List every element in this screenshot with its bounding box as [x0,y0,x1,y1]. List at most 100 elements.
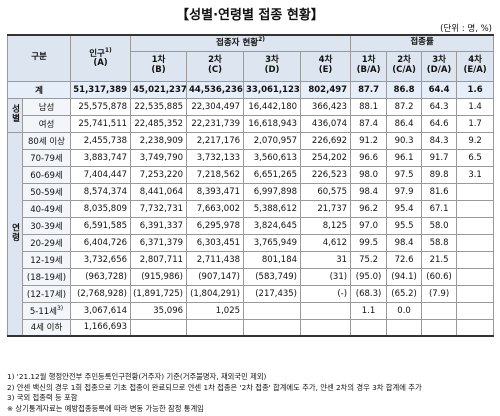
cell: 91.2 [350,131,388,150]
cell: 3.1 [456,165,495,184]
cell: 35,096 [130,301,188,320]
row: 성별 남성 25,575,878 22,535,885 22,304,497 16,442… [7,97,495,133]
cell: (68.3) [350,284,388,303]
cell [350,318,388,337]
cell: 3,883,747 [70,148,132,167]
cell: 1,025 [186,301,245,320]
row-label: 40-49세 [21,199,72,218]
cell: 3,732,656 [70,250,132,269]
footnote: 1) '21.12월 행정안전부 주민등록인구현황(거주자) 기준(거주불명자,… [7,372,267,381]
row: 여성 25,741,511 22,485,352 22,231,739 16,618,9… [8,114,495,133]
cell: (915,986) [130,267,188,286]
row-label: 4세 이하 [21,318,72,337]
cell: 7,218,562 [186,165,245,184]
row-label: 30-39세 [21,216,72,235]
note-mark: 2) [258,36,266,44]
cell: 6,651,265 [243,165,302,184]
label-text: 20-29세 [30,238,63,249]
group-text: 연령 [10,222,20,242]
cell [456,182,495,201]
header-text: 인구 [89,48,105,59]
cell: 8,574,374 [70,182,132,201]
cell: 6,391,337 [130,216,188,235]
cell: 22,304,497 [186,97,245,116]
cell: 22,231,739 [186,114,245,133]
cell: 96.1 [386,148,423,167]
cell: 95.5 [386,216,423,235]
cell [456,284,495,303]
cell: (2,768,928) [70,284,132,303]
header-cell: 인구1) (A) [70,34,132,82]
header-cell: 3차 (D) [243,50,302,82]
row: 12-19세 3,732,656 2,807,711 2,711,438 801,184… [8,250,495,269]
cell: 25,741,511 [70,114,132,133]
row: (18-19세) (963,728) (915,986) (907,147) (583,… [8,267,495,286]
cell [456,199,495,218]
cell: 22,485,352 [130,114,188,133]
row: 5-11세3) 3,067,614 35,096 1,025 1.1 0.0 [8,301,495,320]
header-cell: 구분 [6,34,72,82]
header-text: 접종자 현황 [216,38,259,49]
cell: 88.1 [350,97,388,116]
cell: 6,404,726 [70,233,132,252]
cell [421,301,458,320]
cell: 96.2 [350,199,388,218]
footnote: 2) 얀센 백신의 경우 1회 접종으로 기초 접종이 완료되므로 얀센 1차 … [7,382,422,392]
cell: 64.6 [421,114,458,133]
label-text: 40-49세 [30,204,63,215]
cell: (1,891,725) [130,284,188,303]
cell: 3,732,133 [186,148,245,167]
cell: 2,070,957 [243,131,302,150]
cell: 9.2 [456,131,495,150]
label-text: 5-11세 [29,306,57,317]
cell: 97.9 [386,182,423,201]
cell [243,301,302,320]
cell: 6,591,585 [70,216,132,235]
cell: 4,612 [300,233,352,252]
cell [456,250,495,269]
header-cell: 4차 (E/A) [456,50,495,82]
cell: 1.1 [350,301,388,320]
cell: (31) [300,267,352,286]
cell: 97.0 [350,216,388,235]
cell: 7,404,447 [70,165,132,184]
cell: 99.5 [350,233,388,252]
cell: 58.0 [421,216,458,235]
cell: 6,295,978 [186,216,245,235]
header-text: 2차 (C) [208,55,223,75]
cell [186,318,245,337]
cell: 2,217,176 [186,131,245,150]
row: 40-49세 8,035,809 7,732,731 7,663,002 5,388,6… [8,199,495,218]
cell: 98.4 [386,233,423,252]
cell: 1.4 [456,97,495,116]
label-text: 12-19세 [30,255,63,266]
cell: 1,166,693 [70,318,132,337]
header-cell: 4차 (E) [300,50,352,82]
row-label: 12-19세 [21,250,72,269]
header-cell: 2차 (C) [186,50,245,82]
cell: (217,435) [243,284,302,303]
cell: 7,663,002 [186,199,245,218]
row-label: 20-29세 [21,233,72,252]
cell: 22,535,885 [130,97,188,116]
cell: 3,749,790 [130,148,188,167]
label-text: 여성 [38,119,55,130]
cell: (95.0) [350,267,388,286]
row: 50-59세 8,574,374 8,441,064 8,393,471 6,997,8… [8,182,495,201]
header-text: 4차 (E/A) [463,55,487,75]
cell: 802,497 [300,80,352,99]
cell: 226,523 [300,165,352,184]
cell [130,318,188,337]
footnote: 3) 국외 접종력 등 포함 [7,393,78,402]
cell [243,318,302,337]
cell [386,318,423,337]
cell: 33,061,123 [243,80,302,99]
row: 4세 이하 1,166,693 [8,318,495,337]
cell: 6,371,379 [130,233,188,252]
cell [421,318,458,337]
header-text: 2차 (C/A) [392,55,416,75]
cell: 436,074 [300,114,352,133]
cell: 21,737 [300,199,352,218]
cell: 97.5 [386,165,423,184]
